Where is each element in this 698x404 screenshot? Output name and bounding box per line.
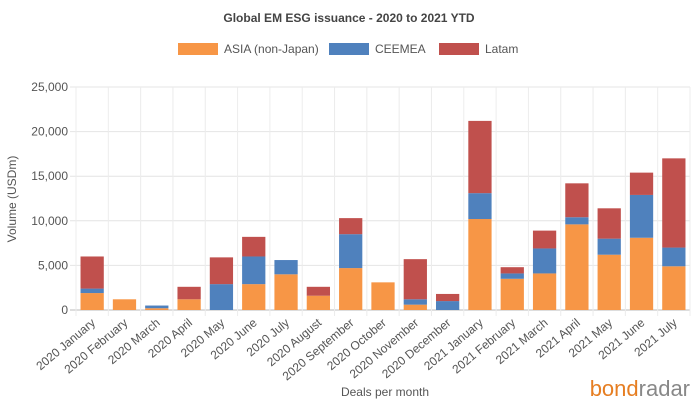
bar-segment[interactable] [242,284,266,310]
bar-segment[interactable] [532,248,557,274]
bar-segment[interactable] [597,238,621,255]
bar-segment[interactable] [565,183,589,218]
bar-segment[interactable] [468,120,492,194]
x-axis-title: Deals per month [341,385,429,399]
chart-title: Global EM ESG issuance - 2020 to 2021 YT… [223,11,475,25]
legend-swatch-1[interactable] [329,43,369,55]
bar-segment[interactable] [629,237,654,310]
legend-swatch-2[interactable] [439,43,479,55]
bar-segment[interactable] [597,254,621,310]
gridlines [70,86,691,316]
bar-segment[interactable] [274,274,298,310]
bar-segment[interactable] [629,194,654,238]
bar-segment[interactable] [662,158,686,248]
bar-segment[interactable] [177,299,201,310]
legend-label-0[interactable]: ASIA (non-Japan) [224,42,319,56]
legend: ASIA (non-Japan) CEEMEA Latam [178,42,518,56]
bar-segment[interactable] [403,304,427,310]
bar-segment[interactable] [662,266,686,310]
bar-segment[interactable] [371,282,395,310]
bar-segment[interactable] [242,256,266,285]
bar-segment[interactable] [468,219,492,310]
y-tick-label: 15,000 [31,169,68,183]
bar-segment[interactable] [80,293,104,310]
bar-segment[interactable] [629,172,654,195]
bar-segment[interactable] [597,208,621,239]
bar-segment[interactable] [339,234,363,269]
bar-segment[interactable] [662,247,686,267]
bar-segment[interactable] [500,278,524,310]
legend-label-1[interactable]: CEEMEA [375,42,426,56]
bar-segment[interactable] [565,217,589,225]
bar-segment[interactable] [242,236,266,257]
bar-segment[interactable] [306,295,331,310]
bar-segment[interactable] [339,268,363,310]
bar-segment[interactable] [403,299,427,305]
bar-segment[interactable] [565,224,589,310]
bar-segment[interactable] [145,308,169,310]
y-tick-label: 5,000 [38,258,68,272]
y-tick-label: 20,000 [31,125,68,139]
y-axis-title: Volume (USDm) [5,156,19,243]
bar-segment[interactable] [80,256,104,289]
bondradar-logo: bondradar [590,376,690,401]
bar-segment[interactable] [339,218,363,235]
bar-segment[interactable] [209,284,234,310]
bar-segment[interactable] [532,230,557,249]
bar-segment[interactable] [306,286,331,296]
bar-segment[interactable] [468,193,492,220]
bar-segment[interactable] [177,286,201,300]
y-tick-label: 25,000 [31,80,68,94]
bar-segment[interactable] [112,299,137,310]
bar-segment[interactable] [500,267,524,274]
bar-segment[interactable] [435,293,460,302]
bar-segment[interactable] [435,301,460,310]
bar-segment[interactable] [403,259,427,300]
y-tick-label: 0 [61,303,68,317]
y-tick-label: 10,000 [31,214,68,228]
bar-segment[interactable] [145,305,169,309]
legend-label-2[interactable]: Latam [485,42,518,56]
legend-swatch-0[interactable] [178,43,218,55]
bar-segment[interactable] [80,288,104,294]
bar-segment[interactable] [209,257,234,285]
bar-segment[interactable] [532,273,557,310]
bar-segment[interactable] [274,260,298,275]
bar-segment[interactable] [500,273,524,279]
y-axis-ticks: 0 5,000 10,000 15,000 20,000 25,000 [31,80,68,317]
bars [80,120,686,310]
